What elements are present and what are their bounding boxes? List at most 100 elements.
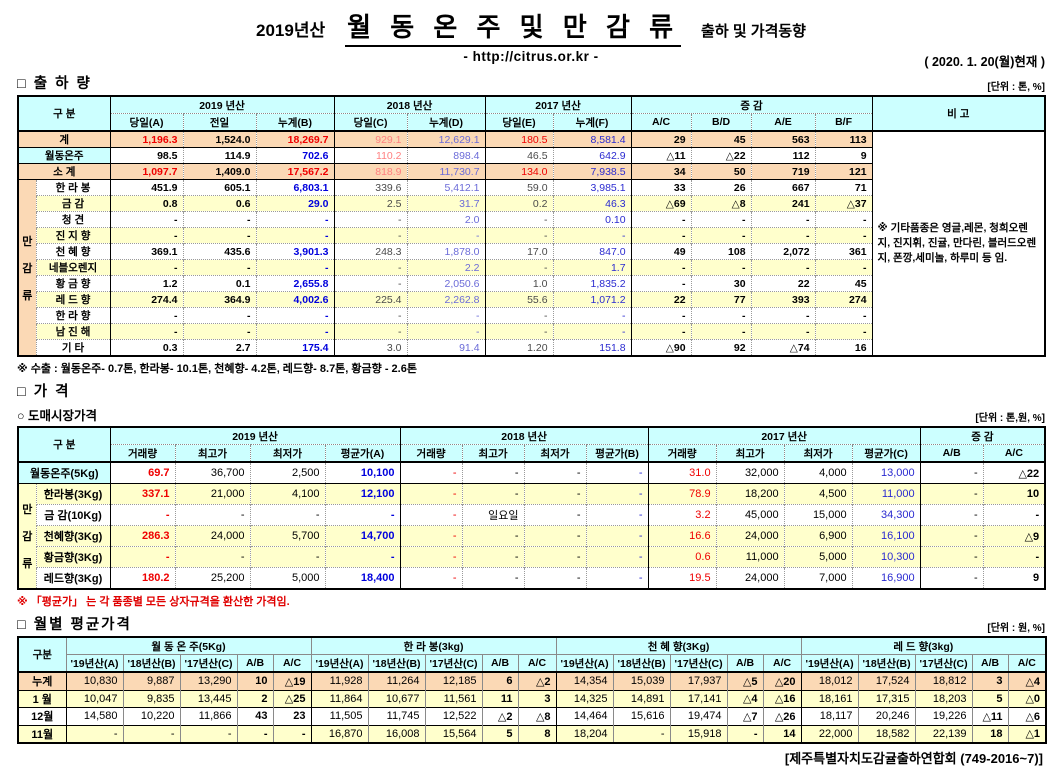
table-cell: 25,200 xyxy=(174,567,250,589)
table-cell: 18,582 xyxy=(857,725,916,743)
table-row: 청 견 - - - -2.0-0.10- - - - xyxy=(18,211,1046,228)
table-cell: 22,139 xyxy=(914,725,973,743)
table-cell: 248.3 xyxy=(333,243,408,260)
table-cell: 8,581.4 xyxy=(552,131,632,148)
table-cell: - xyxy=(585,525,649,547)
year-group-header: 증 감 xyxy=(919,426,1046,445)
year-group-header: 2018 년산 xyxy=(333,95,486,114)
table-cell: 2.2 xyxy=(406,259,486,276)
table-cell: 17,524 xyxy=(857,672,916,690)
table-cell: △11 xyxy=(630,147,692,164)
table-cell: - xyxy=(690,323,752,340)
table-cell: 18,203 xyxy=(914,690,973,708)
monthly-section-header: □ 월별 평균가격 [단위 : 원, %] xyxy=(17,613,1045,634)
table-cell: 16 xyxy=(814,339,873,356)
table-cell: 8 xyxy=(517,725,557,743)
column-header: A/C xyxy=(630,113,692,132)
table-row: 네블오렌지 - - - -2.2-1.7- - - - xyxy=(18,259,1046,276)
table-cell: 11,505 xyxy=(310,707,368,725)
table-cell: 2,655.8 xyxy=(255,275,335,292)
row-label: 한 라 봉 xyxy=(35,179,110,196)
table-row: 진 지 향----------- xyxy=(18,227,1046,244)
table-cell: 15,564 xyxy=(424,725,482,743)
table-cell: 4,500 xyxy=(783,483,853,505)
table-cell: 71 xyxy=(814,179,873,196)
table-cell: - xyxy=(109,259,183,276)
row-label: 황금향(3Kg) xyxy=(35,546,110,568)
table-cell: 0.6 xyxy=(647,546,717,568)
column-header: 누계(B) xyxy=(255,113,335,132)
table-cell: - xyxy=(630,323,692,340)
table-cell: 17,937 xyxy=(669,672,728,690)
table-cell: 3 xyxy=(971,672,1009,690)
wholesale-price-table: 구 분 2019 년산 2018 년산 2017 년산 증 감 거래량 최고가 최저가 평균가(… xyxy=(17,426,1047,590)
table-cell: - xyxy=(690,227,752,244)
year-group-header: 한 라 봉(3kg) xyxy=(310,636,557,655)
table-cell: - xyxy=(690,211,752,228)
table-cell: - xyxy=(919,567,984,589)
table-cell: - xyxy=(461,462,525,484)
table-cell: 14,891 xyxy=(612,690,671,708)
table-cell: 19,474 xyxy=(669,707,728,725)
table-cell: - xyxy=(461,525,525,547)
table-cell: 46.3 xyxy=(552,195,632,212)
table-cell: 10 xyxy=(236,672,273,690)
row-label: 월동온주(5Kg) xyxy=(17,462,110,484)
table-cell: 69.7 xyxy=(109,462,175,484)
table-cell: 1,097.7 xyxy=(109,163,183,180)
table-corner-header: 구분 xyxy=(17,636,67,673)
table-cell: 11,864 xyxy=(310,690,368,708)
table-cell: 0.2 xyxy=(484,195,554,212)
table-row: 레드향(3Kg) 180.2 25,200 5,000 18,400- - - -19.5 24… xyxy=(18,567,1046,589)
table-cell: 46.5 xyxy=(484,147,554,164)
table-cell: 274 xyxy=(814,291,873,308)
table-cell: 0.6 xyxy=(182,195,256,212)
table-cell: 9,887 xyxy=(122,672,180,690)
table-cell: 14,464 xyxy=(555,707,614,725)
table-cell: △4 xyxy=(1007,672,1047,690)
table-cell: 2,072 xyxy=(750,243,816,260)
title-year: 2019년산 xyxy=(256,21,326,40)
table-cell: 11,745 xyxy=(367,707,425,725)
table-cell: 29 xyxy=(630,131,692,148)
column-header: 최저가 xyxy=(523,444,587,463)
table-cell: 55.6 xyxy=(484,291,554,308)
table-cell: - xyxy=(179,725,237,743)
table-cell: - xyxy=(919,546,984,568)
site-url-link[interactable]: - http://citrus.or.kr - xyxy=(463,49,599,64)
table-cell: - xyxy=(461,483,525,505)
table-cell: 14,354 xyxy=(555,672,614,690)
table-cell: △19 xyxy=(272,672,311,690)
table-cell: 34,300 xyxy=(851,504,921,526)
column-header: 평균가(B) xyxy=(585,444,649,463)
table-row: 한 라 향----------- xyxy=(18,307,1046,324)
table-cell: 563 xyxy=(750,131,816,148)
table-cell: 13,445 xyxy=(179,690,237,708)
table-cell: - xyxy=(552,227,632,244)
table-cell: 18,812 xyxy=(914,672,973,690)
table-cell: △20 xyxy=(762,672,802,690)
average-price-note: ※ 「평균가」 는 각 품종별 모든 상자규격을 환산한 가격임. xyxy=(17,596,290,608)
table-cell: 5,000 xyxy=(249,567,325,589)
table-cell: - xyxy=(272,725,311,743)
table-cell: 393 xyxy=(750,291,816,308)
table-cell: - xyxy=(552,307,632,324)
table-cell: 719 xyxy=(750,163,816,180)
table-cell: - xyxy=(750,227,816,244)
table-cell: - xyxy=(324,546,401,568)
column-header: 거래량 xyxy=(109,444,176,463)
table-cell: - xyxy=(484,259,554,276)
table-cell: 369.1 xyxy=(109,243,183,260)
table-cell: △9 xyxy=(982,525,1046,547)
table-cell: 13,290 xyxy=(179,672,237,690)
table-cell: 50 xyxy=(690,163,752,180)
table-row: 남 진 해----------- xyxy=(18,323,1046,340)
table-cell: 59.0 xyxy=(484,179,554,196)
column-header: 거래량 xyxy=(647,444,717,463)
table-cell: 121 xyxy=(814,163,873,180)
table-cell: △22 xyxy=(982,462,1046,484)
table-cell: 19,226 xyxy=(914,707,973,725)
subheader-row: 당일(A) 전일 누계(B) 당일(C) 누계(D) 당일(E) 누계(F) A/C B/D A/… xyxy=(18,113,1045,132)
